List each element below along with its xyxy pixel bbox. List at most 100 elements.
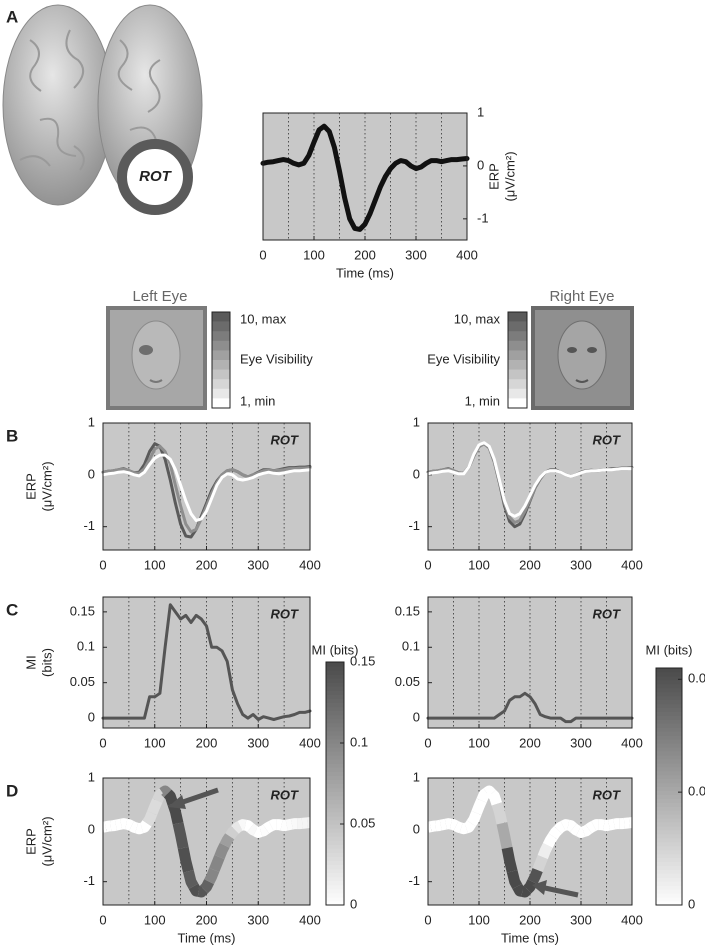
colorbar-step	[656, 881, 682, 886]
colorbar-step	[508, 331, 527, 342]
colorbar-step	[326, 775, 344, 780]
colorbar-step	[508, 379, 527, 390]
colorbar-step	[326, 888, 344, 894]
colorbar-step	[326, 884, 344, 890]
colorbar-step	[326, 832, 344, 837]
colorbar-step	[326, 734, 344, 740]
mi-colored-segment	[512, 883, 526, 897]
mi-colored-segment	[257, 824, 270, 837]
mi-colored-segment	[102, 820, 114, 833]
colorbar-step	[326, 856, 344, 861]
colorbar-step	[656, 758, 682, 764]
x-tick-label: 200	[196, 912, 218, 927]
colorbar-label: Eye Visibility	[240, 351, 313, 366]
x-tick-label: 100	[468, 735, 490, 750]
colorbar-step	[326, 698, 344, 703]
colorbar-step	[656, 770, 682, 776]
x-tick-label: 400	[621, 912, 643, 927]
colorbar-step	[326, 803, 344, 809]
mi-colored-segment	[501, 846, 518, 873]
mi-colored-segment	[427, 820, 439, 833]
colorbar-step	[656, 683, 682, 689]
colorbar-step	[326, 807, 344, 813]
x-tick-label: 300	[247, 735, 269, 750]
roi-label: ROT	[271, 606, 300, 621]
colorbar-step	[326, 678, 344, 683]
colorbar-step	[656, 747, 682, 752]
plot-frame	[102, 777, 311, 906]
roi-label: ROT	[593, 787, 622, 802]
arrow-head	[168, 795, 186, 809]
x-tick-label: 300	[405, 247, 427, 262]
x-tick-label: 100	[303, 247, 325, 262]
data-line	[426, 441, 634, 518]
colorbar-step	[326, 791, 344, 797]
x-tick-label: 0	[99, 735, 106, 750]
mi-colored-segment	[471, 798, 487, 816]
colorbar-step	[326, 779, 344, 784]
colorbar-step	[326, 738, 344, 744]
colorbar-step	[326, 755, 344, 760]
colorbar-step	[508, 321, 527, 332]
colorbar-step	[656, 735, 682, 740]
left-hemisphere	[2, 4, 114, 206]
colorbar-step	[656, 790, 682, 795]
plot-frame	[427, 596, 633, 729]
colorbar-step	[656, 877, 682, 882]
x-tick-label: 100	[144, 557, 166, 572]
colorbar-step	[656, 675, 682, 681]
mi-colored-segment	[107, 819, 119, 832]
face	[131, 320, 181, 390]
mi-colored-segment	[548, 825, 562, 840]
mi-colored-segment	[118, 818, 130, 830]
colorbar-title: Left Eye	[132, 288, 187, 305]
x-tick-label: 200	[354, 247, 376, 262]
x-tick-label: 100	[144, 912, 166, 927]
colorbar-step	[212, 312, 230, 322]
colorbar-step	[656, 750, 682, 756]
colorbar-step	[656, 837, 682, 843]
mi-colored-segment	[442, 818, 454, 830]
colorbar-step	[326, 730, 344, 736]
x-tick-label: 0	[424, 557, 431, 572]
colorbar-step	[326, 836, 344, 841]
colorbar-step	[508, 398, 527, 409]
colorbar-step	[656, 802, 682, 807]
mi-colored-segment	[183, 869, 199, 890]
mi-colored-segment	[527, 867, 543, 885]
colorbar-step	[656, 754, 682, 760]
arrows	[168, 787, 579, 898]
colorbar-tick-label: 0.15	[350, 653, 375, 668]
colorbar-step	[656, 727, 682, 732]
colorbar-step	[326, 783, 344, 789]
data-line	[260, 123, 470, 232]
colorbar-step	[326, 670, 344, 675]
mi-colored-segment	[466, 810, 482, 827]
colorbar-step	[326, 844, 344, 849]
mi-colored-segment	[448, 818, 459, 831]
y-tick-label: 0.15	[395, 603, 420, 618]
colorbar-step	[656, 782, 682, 787]
mi-colored-segment	[128, 821, 140, 834]
x-tick-label: 300	[247, 912, 269, 927]
mi-colored-segment	[214, 842, 230, 860]
y-tick-label: 0.05	[395, 674, 420, 689]
colorbar-step	[508, 350, 527, 361]
x-axis-label: Time (ms)	[501, 930, 559, 945]
mi-colored-segment	[237, 819, 249, 831]
colorbar-step	[656, 865, 682, 870]
colorbar-tick-label: 0	[688, 896, 695, 911]
colorbar-label: 10, max	[240, 311, 287, 326]
mi-colored-segment	[113, 818, 125, 831]
colorbar-step	[656, 829, 682, 835]
y-tick-label: 0	[88, 821, 95, 836]
colorbar-step	[212, 360, 230, 370]
colorbar-label: 1, min	[240, 393, 275, 408]
colorbar-tick-label: 0.05	[350, 815, 375, 830]
mi-colored-segment	[575, 826, 587, 838]
brain-image: ROT	[2, 4, 203, 215]
colorbar-step	[656, 786, 682, 791]
colorbar-step	[326, 682, 344, 687]
